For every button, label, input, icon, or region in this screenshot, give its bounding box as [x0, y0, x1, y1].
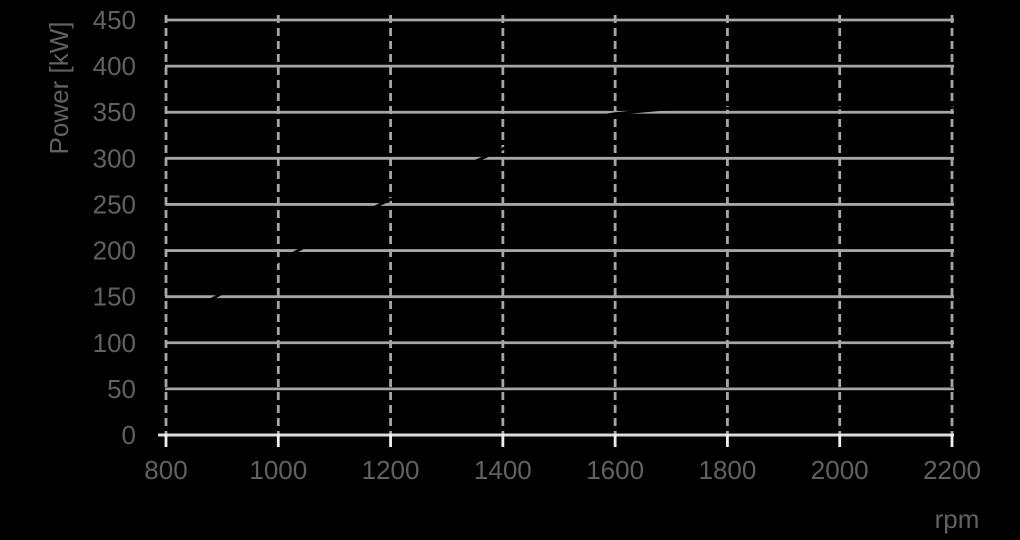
y-tick-label: 150: [93, 282, 136, 312]
y-tick-label: 200: [93, 236, 136, 266]
y-axis-title: Power [kW]: [44, 22, 74, 155]
y-tick-label: 400: [93, 51, 136, 81]
x-tick-label: 800: [144, 455, 187, 485]
y-tick-label: 0: [122, 420, 136, 450]
power-curve-line: [164, 106, 954, 326]
y-tick-label: 50: [107, 374, 136, 404]
x-tick-label: 1400: [474, 455, 532, 485]
x-tick-label: 1600: [586, 455, 644, 485]
y-tick-label: 450: [93, 5, 136, 35]
y-tick-label: 350: [93, 97, 136, 127]
x-tick-label: 2200: [923, 455, 981, 485]
x-tick-label: 1000: [249, 455, 307, 485]
x-tick-label: 1800: [699, 455, 757, 485]
x-tick-label: 1200: [362, 455, 420, 485]
y-tick-label: 300: [93, 143, 136, 173]
y-tick-label: 250: [93, 189, 136, 219]
y-tick-label: 100: [93, 328, 136, 358]
x-axis-title: rpm: [935, 504, 980, 534]
x-tick-label: 2000: [811, 455, 869, 485]
